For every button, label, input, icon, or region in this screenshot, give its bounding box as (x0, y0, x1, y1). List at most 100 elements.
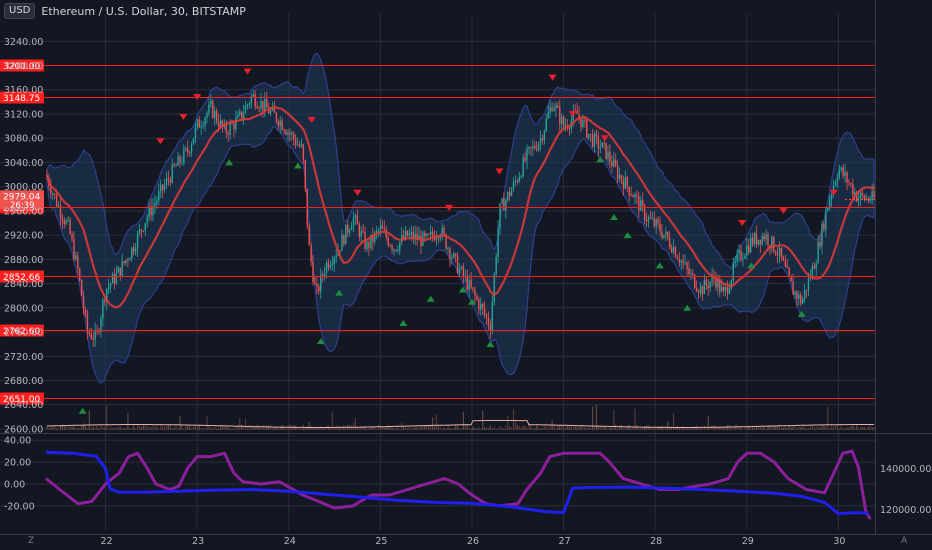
volume-bar (651, 428, 653, 430)
volume-bar (829, 427, 831, 430)
candle-body (840, 167, 842, 170)
volume-bar (237, 425, 239, 430)
candle-body (454, 253, 457, 256)
candle-body (200, 126, 202, 128)
volume-bar (227, 426, 229, 430)
candle-body (171, 164, 173, 183)
candle-body (726, 287, 729, 294)
volume-bar (96, 426, 98, 430)
volume-bar (618, 424, 621, 430)
volume-bar (368, 428, 370, 430)
volume-bar (813, 427, 815, 430)
candle-body (277, 121, 280, 126)
volume-bar (674, 426, 677, 430)
volume-bar (323, 428, 326, 430)
volume-bar (167, 425, 170, 430)
volume-bar (337, 426, 339, 430)
volume-bar (183, 428, 185, 430)
volume-bar (462, 411, 464, 430)
candle-body (501, 198, 503, 204)
volume-bar (212, 428, 214, 430)
y-tick-label: 2920.00 (4, 231, 43, 242)
candle-body (796, 291, 798, 300)
volume-bar (719, 426, 721, 430)
candle-body (127, 259, 129, 261)
candle-body (751, 237, 754, 245)
volume-bar (499, 425, 501, 430)
candle-body (152, 205, 154, 216)
auto-scale-button[interactable]: A (901, 536, 908, 546)
volume-bar (804, 426, 806, 430)
candle-body (339, 250, 341, 252)
buy-signal-marker (399, 319, 408, 326)
zoom-reset-button[interactable]: Z (28, 536, 35, 546)
volume-bar (430, 425, 432, 430)
volume-bar (121, 428, 123, 430)
candle-body (385, 229, 387, 238)
volume-bar (221, 426, 224, 430)
candle-body (98, 330, 100, 332)
volume-bar (453, 428, 455, 430)
candle-body (844, 172, 846, 176)
candle-body (397, 250, 399, 252)
volume-bar (106, 406, 108, 430)
volume-bar (75, 428, 77, 430)
volume-bar (595, 404, 598, 430)
volume-bar (395, 428, 397, 430)
volume-bar (138, 425, 141, 430)
volume-bar (599, 425, 601, 430)
volume-bar (778, 424, 781, 430)
buy-signal-marker (655, 262, 664, 269)
volume-bar (277, 428, 279, 430)
volume-bar (501, 427, 503, 430)
volume-bar (555, 428, 557, 430)
volume-bar (534, 427, 536, 430)
volume-bar (809, 426, 812, 430)
volume-bar (244, 419, 247, 430)
volume-bar (819, 427, 821, 430)
candle-body (692, 273, 694, 275)
volume-bar (115, 427, 117, 430)
sell-signal-marker (568, 110, 577, 117)
volume-bar (279, 426, 281, 430)
volume-bar (335, 425, 337, 430)
volume-bar (273, 427, 276, 430)
volume-bar (570, 425, 572, 430)
y-tick-label: 2600.00 (4, 424, 43, 435)
candle-body (736, 253, 738, 262)
candle-body (395, 249, 397, 251)
sell-signal-marker (738, 220, 747, 226)
volume-bar (345, 427, 347, 430)
candle-body (512, 181, 515, 190)
candle-body (410, 231, 413, 234)
volume-bar (611, 428, 613, 430)
horizontal-levels[interactable]: 3200.003148.752965.842852.662762.602651.… (0, 59, 875, 406)
candle-body (614, 159, 617, 166)
volume-bar (223, 425, 225, 430)
volume-bar (657, 426, 659, 430)
candle-body (279, 120, 281, 126)
volume-bar (341, 427, 343, 430)
candle-body (435, 237, 438, 241)
volume-bar (460, 428, 463, 430)
candle-body (240, 111, 243, 119)
candle-body (456, 255, 459, 274)
volume-bar (591, 406, 594, 430)
candle-body (568, 128, 571, 130)
volume-bar (649, 426, 651, 430)
candle-body (526, 148, 528, 161)
osc-left-tick-label: 40.00 (4, 436, 31, 447)
volume-bar (697, 428, 700, 430)
candle-body (545, 118, 547, 131)
volume-bar (61, 424, 63, 430)
volume-bar (601, 426, 603, 430)
volume-bar (441, 428, 443, 430)
candle-body (555, 105, 557, 109)
volume-bar (780, 427, 783, 430)
volume-bar (285, 428, 287, 430)
volume-bar (65, 425, 67, 430)
candle-body (481, 303, 484, 308)
volume-bar (447, 424, 449, 430)
currency-badge[interactable]: USD (4, 3, 36, 19)
